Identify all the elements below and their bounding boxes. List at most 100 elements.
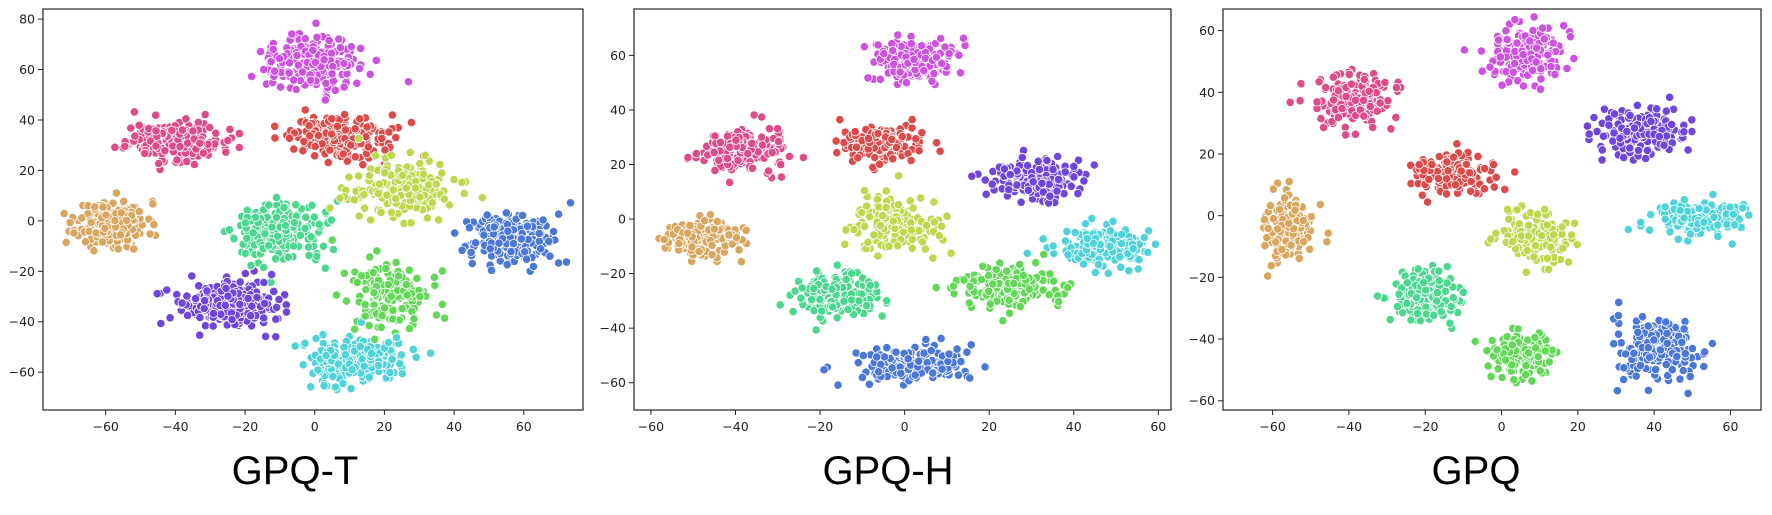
- point-blue: [467, 258, 477, 269]
- point-pink: [715, 137, 726, 147]
- point-cyan: [359, 361, 369, 371]
- point-blue: [914, 356, 924, 366]
- point-mint: [806, 294, 817, 305]
- point-pink: [757, 112, 767, 122]
- point-purple: [259, 313, 269, 323]
- point-green: [388, 305, 398, 315]
- point-pink: [205, 122, 215, 133]
- x-tick-label: −20: [232, 419, 258, 434]
- point-green: [978, 261, 988, 271]
- point-green: [381, 263, 391, 274]
- point-purple: [271, 314, 281, 324]
- point-blue: [874, 367, 884, 377]
- point-green: [360, 311, 370, 321]
- y-tick-label: −40: [9, 314, 35, 329]
- point-blue: [534, 236, 544, 246]
- y-tick-label: 80: [19, 12, 35, 27]
- point-pink: [234, 142, 244, 153]
- point-magenta: [311, 18, 321, 28]
- point-cyan: [1150, 239, 1161, 249]
- point-green: [369, 288, 379, 298]
- point-yellow: [364, 170, 374, 181]
- point-blue: [965, 373, 975, 383]
- x-tick-label: 20: [981, 419, 997, 434]
- point-red: [391, 133, 401, 143]
- point-green: [1497, 372, 1507, 382]
- point-purple: [1004, 185, 1014, 195]
- point-green: [985, 299, 996, 309]
- point-blue: [501, 208, 511, 218]
- point-pink: [181, 114, 191, 124]
- point-orange: [659, 234, 669, 245]
- point-green: [1024, 284, 1034, 294]
- point-cyan: [311, 333, 321, 343]
- point-red: [289, 144, 299, 154]
- point-magenta: [310, 57, 320, 67]
- point-orange: [674, 239, 684, 249]
- point-cyan: [396, 350, 407, 360]
- point-purple: [208, 321, 218, 331]
- point-magenta: [875, 74, 886, 85]
- point-cyan: [1133, 264, 1143, 274]
- point-yellow: [878, 211, 888, 221]
- point-magenta: [863, 73, 873, 83]
- point-orange: [712, 216, 722, 227]
- point-magenta: [291, 84, 301, 95]
- point-green: [376, 322, 386, 332]
- point-pink: [722, 154, 733, 164]
- point-purple: [1048, 165, 1058, 175]
- point-cyan: [1060, 236, 1071, 246]
- point-orange: [741, 225, 751, 235]
- point-yellow: [354, 134, 364, 144]
- point-green: [1004, 308, 1015, 318]
- point-yellow: [893, 200, 904, 210]
- point-yellow: [365, 215, 376, 225]
- point-blue: [565, 198, 576, 208]
- point-orange: [1305, 244, 1315, 254]
- point-green: [368, 267, 378, 278]
- point-pink: [747, 138, 757, 148]
- point-blue: [517, 210, 528, 221]
- point-cyan: [1134, 255, 1144, 265]
- point-blue: [553, 258, 564, 268]
- point-blue: [503, 226, 513, 236]
- point-orange: [116, 208, 126, 218]
- point-green: [386, 291, 396, 301]
- point-green: [991, 264, 1001, 275]
- point-green: [439, 313, 450, 323]
- point-orange: [77, 213, 87, 223]
- point-pink: [767, 148, 777, 158]
- point-yellow: [929, 217, 939, 227]
- point-cyan: [411, 352, 421, 362]
- point-green: [341, 296, 351, 306]
- point-red: [891, 143, 902, 153]
- point-magenta: [1501, 26, 1511, 36]
- y-tick-label: −60: [600, 375, 626, 390]
- point-blue: [882, 343, 892, 353]
- point-orange: [122, 215, 132, 225]
- point-orange: [91, 228, 101, 238]
- point-yellow: [893, 171, 904, 181]
- point-yellow: [427, 198, 437, 208]
- point-green: [1031, 258, 1041, 268]
- point-yellow: [359, 203, 370, 213]
- point-blue: [1700, 347, 1710, 357]
- x-tick-label: 60: [516, 419, 532, 434]
- point-orange: [694, 246, 704, 257]
- point-orange: [119, 196, 129, 206]
- point-pink: [151, 126, 161, 136]
- point-blue: [1616, 338, 1626, 348]
- point-mint: [877, 311, 887, 321]
- point-blue: [508, 239, 519, 249]
- point-orange: [98, 202, 108, 212]
- point-green: [1063, 282, 1073, 293]
- point-blue: [502, 260, 512, 270]
- point-blue: [864, 379, 875, 389]
- point-orange: [724, 230, 734, 240]
- point-purple: [202, 286, 212, 296]
- point-purple: [221, 283, 231, 293]
- point-magenta: [859, 42, 869, 52]
- point-orange: [734, 245, 744, 255]
- point-orange: [707, 250, 717, 260]
- point-cyan: [1117, 229, 1127, 239]
